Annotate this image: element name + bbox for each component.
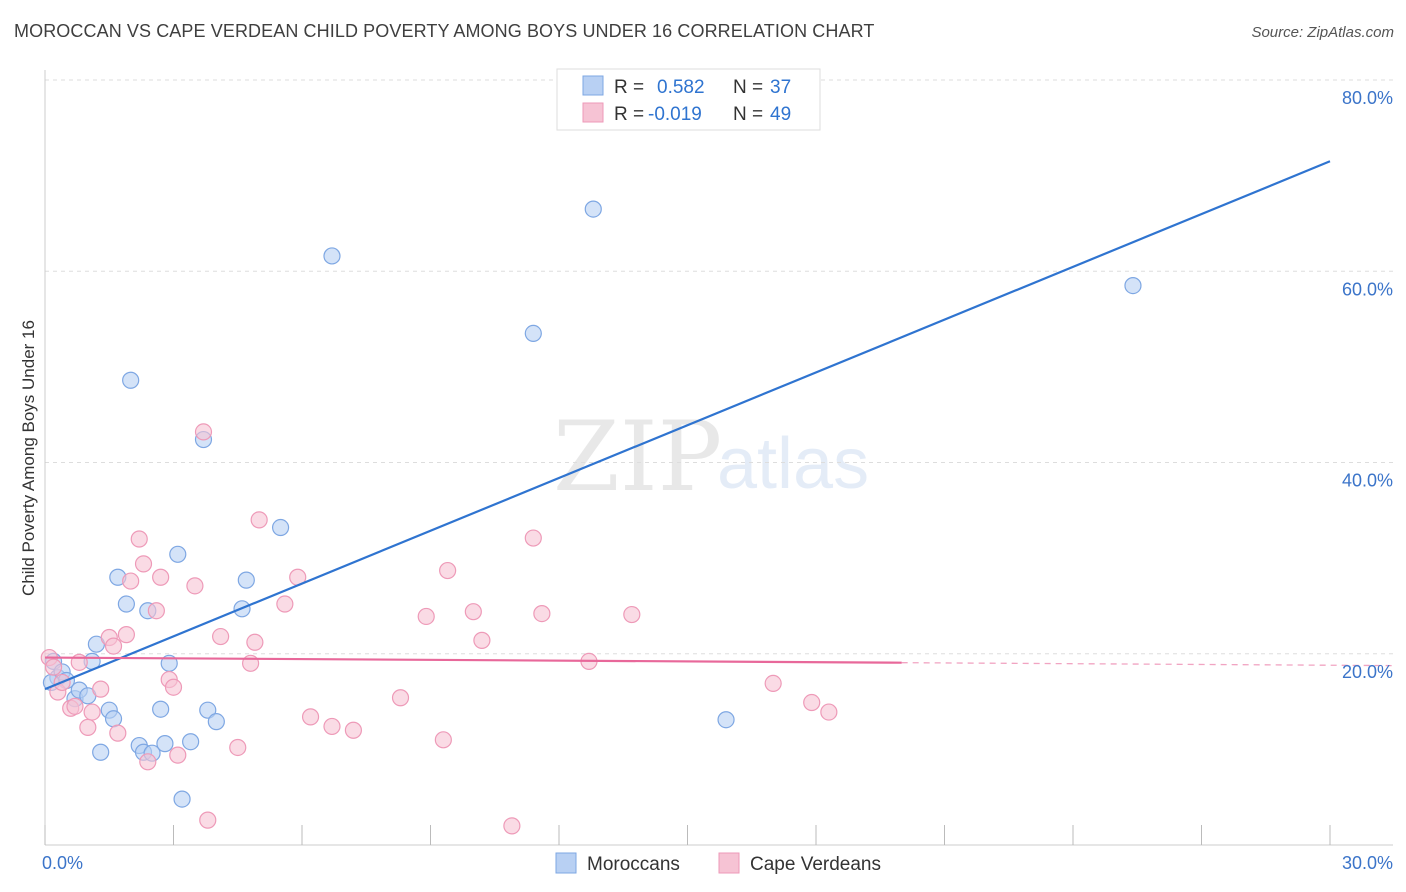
moroccan-point-24 bbox=[182, 733, 200, 751]
trend-lines bbox=[44, 160, 1394, 691]
moroccan-point-32 bbox=[524, 324, 542, 343]
gridlines bbox=[45, 79, 1393, 655]
cape-verdean-point-21 bbox=[164, 678, 183, 696]
cape-verdean-point-35 bbox=[344, 721, 362, 739]
y-tick-label-60: 60.0% bbox=[1342, 279, 1393, 299]
cape-verdean-point-13 bbox=[117, 626, 135, 644]
cape-verdean-point-24 bbox=[194, 423, 213, 441]
series-legend: Moroccans Cape Verdeans bbox=[555, 852, 881, 875]
axes bbox=[44, 70, 1393, 846]
legend-r-label-2: R = bbox=[614, 104, 644, 125]
cape-verdean-point-44 bbox=[533, 604, 551, 623]
cape-verdean-point-19 bbox=[152, 568, 170, 586]
y-tick-label-20: 20.0% bbox=[1342, 662, 1393, 682]
moroccan-point-29 bbox=[237, 571, 255, 589]
cape-verdean-point-38 bbox=[434, 731, 452, 749]
cape-verdeans-points bbox=[40, 423, 838, 835]
legend-n-label-2: N = bbox=[733, 104, 763, 125]
watermark: ZIP atlas bbox=[553, 401, 869, 513]
cape-verdean-point-47 bbox=[764, 674, 782, 692]
cape-verdean-point-5 bbox=[66, 697, 84, 715]
legend-n-value-2: 49 bbox=[770, 104, 791, 125]
cape-verdean-point-48 bbox=[803, 693, 821, 712]
bottom-legend-label-cape-verdeans: Cape Verdeans bbox=[750, 854, 881, 875]
x-tick-label-min: 0.0% bbox=[42, 853, 83, 873]
cape-verdean-point-25 bbox=[199, 811, 217, 829]
chart-title: MOROCCAN VS CAPE VERDEAN CHILD POVERTY A… bbox=[14, 21, 875, 41]
legend-r-value-1: 0.582 bbox=[657, 77, 705, 98]
legend-r-value-2: -0.019 bbox=[648, 104, 702, 125]
moroccan-point-30 bbox=[271, 518, 290, 537]
cape-verdean-point-39 bbox=[439, 561, 457, 580]
cape-verdean-point-16 bbox=[134, 555, 153, 573]
x-tick-label-max: 30.0% bbox=[1342, 853, 1393, 873]
moroccan-point-19 bbox=[152, 700, 170, 718]
cape-verdean-point-22 bbox=[169, 746, 187, 764]
cape-verdean-point-29 bbox=[246, 633, 264, 651]
bottom-legend-label-moroccans: Moroccans bbox=[587, 854, 680, 875]
cape-verdean-point-12 bbox=[109, 724, 127, 742]
correlation-legend: R = 0.582 N = 37 R = -0.019 N = 49 bbox=[556, 68, 821, 131]
cape-verdean-point-27 bbox=[229, 738, 247, 757]
y-tick-labels: 20.0% 40.0% 60.0% 80.0% bbox=[1342, 88, 1393, 682]
bottom-legend-swatch-cape-verdeans bbox=[718, 852, 740, 874]
moroccan-point-14 bbox=[122, 371, 140, 389]
source-label: Source: ZipAtlas.com bbox=[1251, 24, 1394, 41]
cape-verdean-point-49 bbox=[820, 703, 838, 721]
moroccan-point-26 bbox=[199, 701, 217, 719]
cape-verdean-point-33 bbox=[301, 708, 320, 726]
cape-verdean-point-9 bbox=[92, 680, 110, 698]
cape-verdean-point-23 bbox=[186, 577, 204, 595]
cape-verdean-point-15 bbox=[130, 530, 148, 548]
bottom-legend-swatch-moroccans bbox=[555, 852, 577, 874]
moroccan-point-34 bbox=[717, 711, 735, 729]
moroccan-point-35 bbox=[1124, 276, 1142, 295]
moroccan-point-13 bbox=[117, 595, 135, 613]
moroccan-point-22 bbox=[169, 545, 187, 563]
cape-verdean-point-40 bbox=[464, 603, 482, 621]
moroccan-point-9 bbox=[92, 743, 110, 761]
cape-verdean-point-41 bbox=[473, 631, 491, 649]
cape-verdean-point-31 bbox=[276, 595, 294, 613]
cape-verdean-point-14 bbox=[122, 572, 140, 590]
legend-n-label-1: N = bbox=[733, 77, 763, 98]
y-tick-label-80: 80.0% bbox=[1342, 88, 1393, 108]
cape-verdean-point-11 bbox=[104, 637, 123, 655]
legend-swatch-moroccans bbox=[582, 75, 604, 96]
cape-verdean-point-26 bbox=[212, 627, 230, 646]
cape-verdean-point-18 bbox=[147, 602, 165, 620]
legend-swatch-cape-verdeans bbox=[582, 102, 604, 123]
moroccan-point-23 bbox=[173, 790, 191, 808]
cape-verdean-point-8 bbox=[83, 703, 101, 721]
cape-verdean-point-37 bbox=[417, 607, 435, 626]
cape-verdeans-trend-extension bbox=[901, 662, 1394, 667]
moroccans-trend-line bbox=[44, 160, 1331, 691]
watermark-zip: ZIP bbox=[553, 401, 722, 513]
cape-verdean-point-34 bbox=[323, 717, 341, 736]
watermark-atlas: atlas bbox=[717, 424, 869, 504]
legend-r-label-1: R = bbox=[614, 77, 644, 98]
moroccan-point-11 bbox=[104, 710, 123, 728]
y-tick-label-40: 40.0% bbox=[1342, 471, 1393, 491]
cape-verdean-point-42 bbox=[503, 817, 521, 835]
cape-verdean-point-30 bbox=[250, 511, 268, 529]
cape-verdean-point-7 bbox=[79, 718, 97, 736]
cape-verdean-point-1 bbox=[44, 658, 63, 676]
moroccan-point-27 bbox=[207, 713, 225, 731]
moroccan-point-31 bbox=[323, 247, 341, 265]
cape-verdean-point-46 bbox=[623, 605, 641, 624]
cape-verdean-point-36 bbox=[391, 689, 410, 707]
moroccan-point-33 bbox=[584, 200, 602, 218]
legend-n-value-1: 37 bbox=[770, 77, 791, 98]
cape-verdean-point-17 bbox=[139, 753, 157, 771]
y-axis-label: Child Poverty Among Boys Under 16 bbox=[19, 320, 38, 596]
cape-verdeans-trend-line bbox=[44, 656, 902, 664]
moroccan-point-20 bbox=[156, 735, 174, 753]
cape-verdean-point-43 bbox=[524, 529, 542, 547]
x-ticks bbox=[44, 825, 1331, 845]
